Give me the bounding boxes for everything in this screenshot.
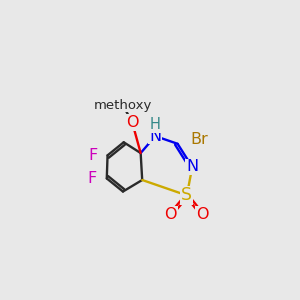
Text: F: F <box>88 148 98 163</box>
Text: N: N <box>149 129 161 144</box>
Text: N: N <box>186 159 198 174</box>
Text: S: S <box>182 186 192 204</box>
Text: O: O <box>126 115 138 130</box>
Text: O: O <box>164 207 177 222</box>
Text: F: F <box>88 171 97 186</box>
Text: methoxy: methoxy <box>94 99 152 112</box>
Text: Br: Br <box>190 132 208 147</box>
Text: O: O <box>196 207 208 222</box>
Text: H: H <box>150 117 161 132</box>
